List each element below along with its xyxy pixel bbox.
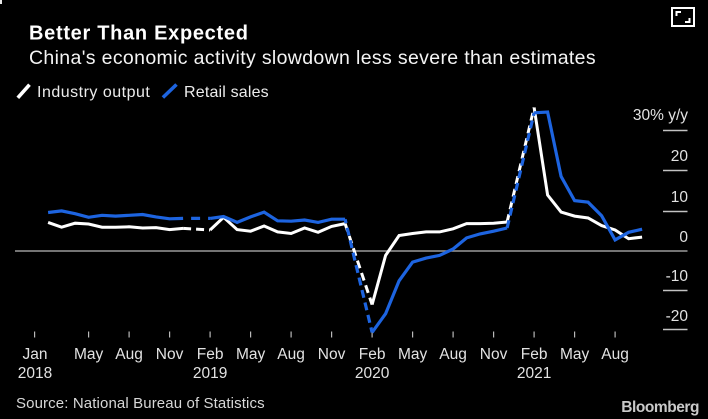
svg-text:0: 0 [679,229,688,246]
svg-text:Nov: Nov [318,346,346,363]
svg-text:2020: 2020 [355,365,390,382]
svg-text:Feb: Feb [197,346,224,363]
svg-text:Bloomberg: Bloomberg [621,399,699,416]
svg-text:-10: -10 [666,268,689,285]
svg-text:May: May [560,346,590,363]
svg-text:May: May [236,346,266,363]
svg-text:Nov: Nov [480,346,508,363]
svg-text:May: May [74,346,104,363]
svg-text:Industry output: Industry output [37,84,150,101]
svg-text:2018: 2018 [18,365,52,382]
svg-text:Aug: Aug [439,346,467,363]
svg-text:10: 10 [671,189,689,206]
svg-text:Feb: Feb [521,346,548,363]
svg-text:Aug: Aug [601,346,629,363]
svg-text:Retail sales: Retail sales [184,84,269,101]
svg-text:20: 20 [671,148,689,165]
svg-text:Jan: Jan [23,346,48,363]
svg-text:30% y/y: 30% y/y [633,107,688,124]
svg-text:China's economic activity slow: China's economic activity slowdown less … [29,47,596,69]
svg-text:2019: 2019 [193,365,227,382]
svg-text:-20: -20 [666,308,689,325]
svg-text:Aug: Aug [277,346,305,363]
svg-text:Better Than Expected: Better Than Expected [29,23,249,45]
svg-text:Feb: Feb [359,346,386,363]
svg-text:Nov: Nov [156,346,184,363]
svg-text:Source: National Bureau of Sta: Source: National Bureau of Statistics [16,395,265,412]
svg-text:2021: 2021 [517,365,551,382]
svg-text:May: May [398,346,428,363]
svg-text:Aug: Aug [115,346,143,363]
